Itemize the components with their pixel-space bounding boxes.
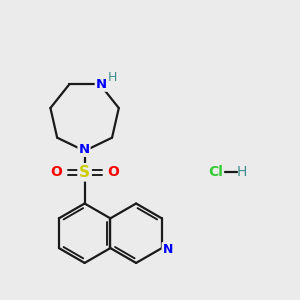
Text: S: S [79, 165, 90, 180]
Text: N: N [96, 78, 107, 91]
Text: Cl: Cl [208, 165, 223, 179]
Text: O: O [50, 165, 62, 179]
Text: H: H [108, 71, 117, 84]
Text: N: N [79, 143, 90, 156]
Text: N: N [163, 243, 173, 256]
Text: O: O [107, 165, 119, 179]
Text: H: H [237, 165, 247, 179]
